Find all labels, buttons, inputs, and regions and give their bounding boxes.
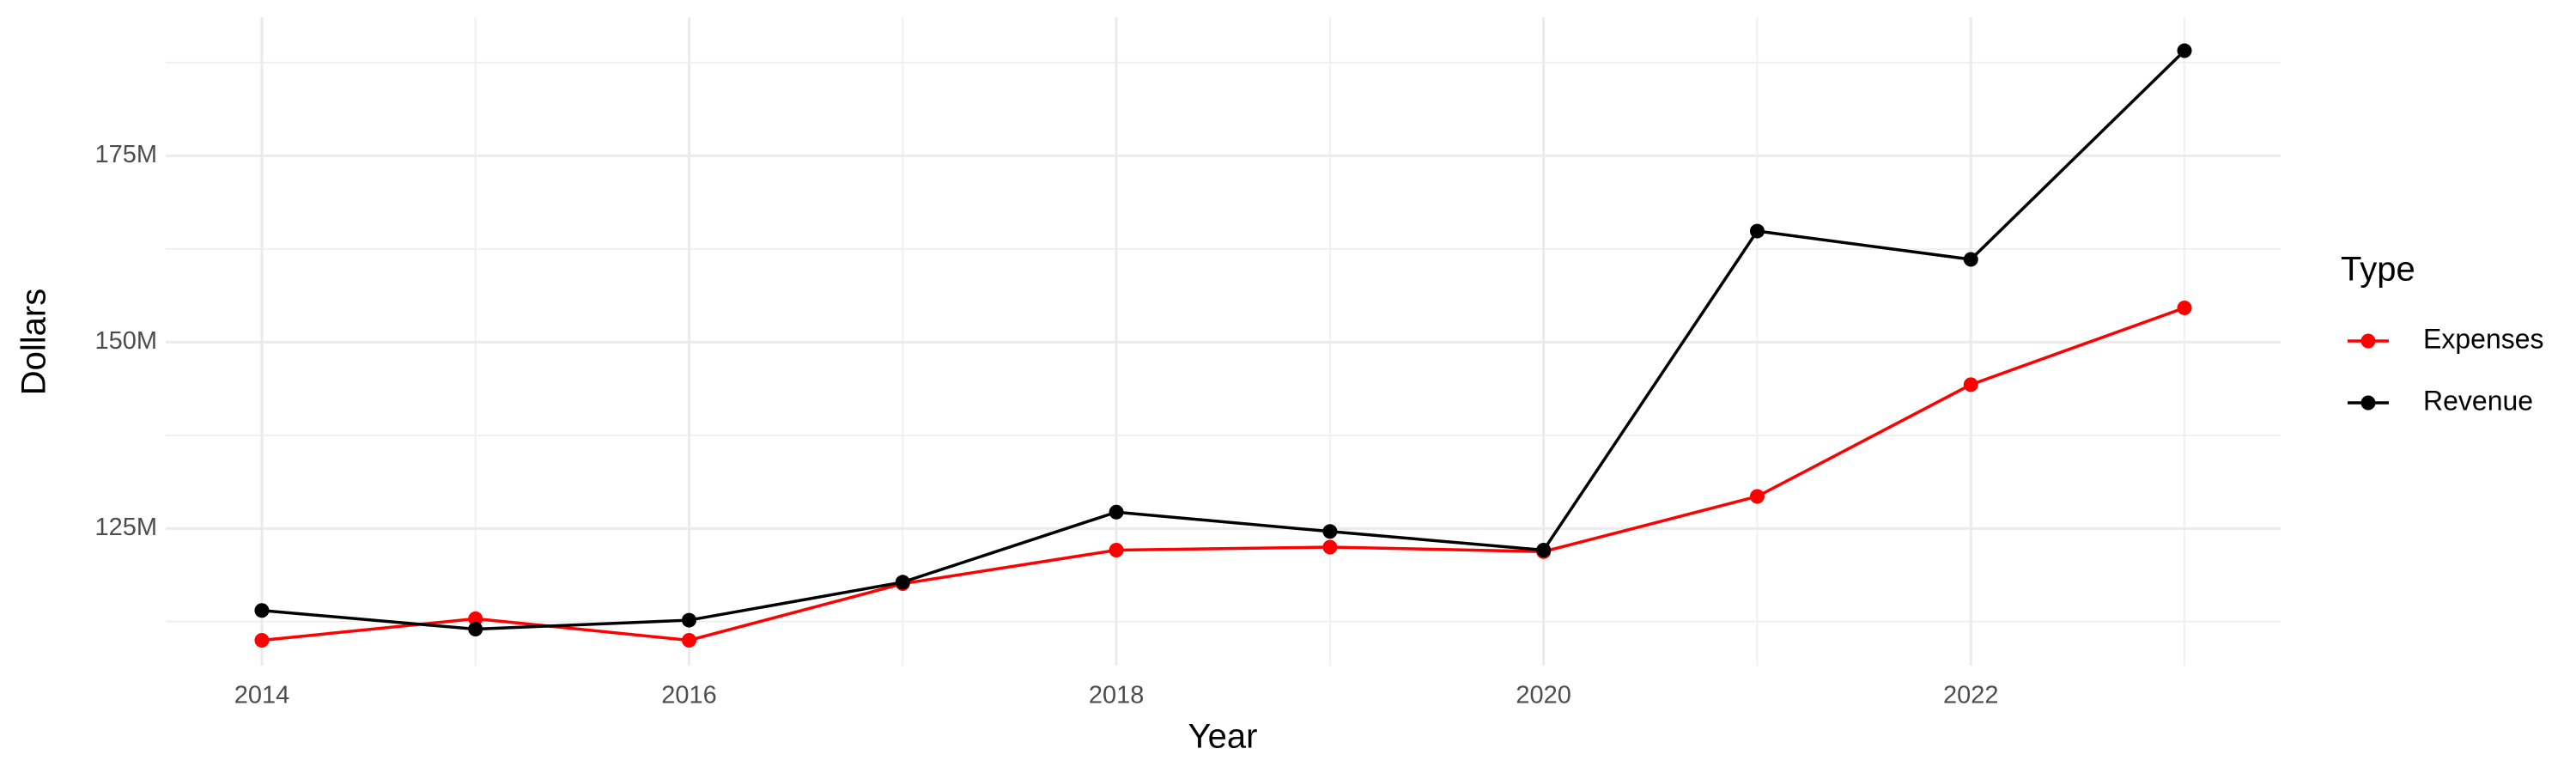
data-point: [1109, 504, 1124, 520]
series-line: [261, 49, 2186, 631]
data-point: [1322, 524, 1338, 539]
data-point: [468, 611, 483, 626]
legend-label: Expenses: [2423, 323, 2544, 354]
data-point: [2177, 43, 2192, 58]
grid: [166, 17, 2281, 666]
data-point: [1963, 377, 1978, 393]
y-tick-label: 150M: [94, 327, 157, 355]
data-point: [1536, 542, 1552, 557]
x-tick-label: 2018: [1089, 682, 1145, 709]
data-point: [1963, 252, 1978, 267]
x-tick-label: 2020: [1516, 682, 1571, 709]
plot: [254, 43, 2192, 648]
legend-title: Type: [2341, 251, 2415, 289]
legend-swatch-point: [2360, 395, 2376, 411]
data-point: [1749, 223, 1765, 239]
data-point: [895, 575, 910, 590]
data-point: [254, 632, 270, 648]
legend-label: Revenue: [2423, 385, 2533, 416]
data-point: [2177, 300, 2192, 315]
x-tick-label: 2014: [234, 682, 290, 709]
series-line: [261, 306, 2185, 642]
data-point: [1749, 489, 1765, 504]
legend-swatch-point: [2360, 333, 2376, 349]
y-tick-label: 175M: [94, 141, 157, 168]
x-tick-label: 2016: [661, 682, 717, 709]
x-axis-title: Year: [1188, 718, 1258, 756]
x-tick-label: 2022: [1943, 682, 1999, 709]
data-point: [1322, 539, 1338, 555]
data-point: [682, 632, 697, 648]
y-axis-title: Dollars: [15, 289, 53, 395]
data-point: [1109, 542, 1124, 557]
data-point: [682, 612, 697, 628]
y-tick-label: 125M: [94, 514, 157, 541]
data-point: [468, 621, 483, 636]
data-point: [254, 603, 270, 618]
